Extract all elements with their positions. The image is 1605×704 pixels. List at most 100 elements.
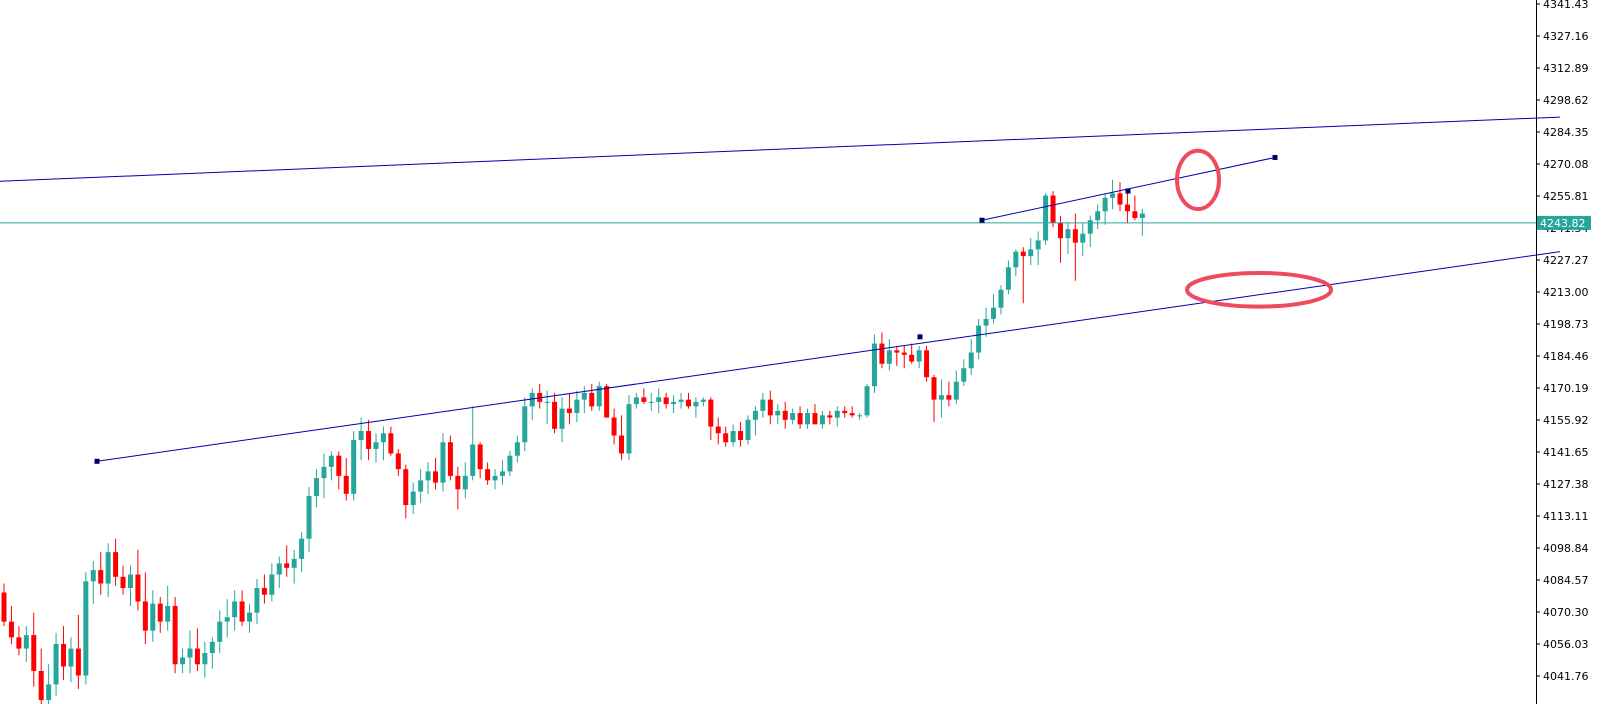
candle-body-bearish bbox=[715, 426, 721, 434]
candle-body-bearish bbox=[343, 475, 349, 494]
y-axis-tick-label: 4098.84 bbox=[1543, 542, 1589, 555]
candle-body-bullish bbox=[358, 431, 364, 441]
candle-body-bullish bbox=[1139, 213, 1145, 218]
candle-body-bearish bbox=[1057, 222, 1063, 239]
candle-body-bullish bbox=[522, 406, 528, 443]
trendline-rising-support bbox=[96, 251, 1561, 462]
candle-body-bearish bbox=[61, 644, 67, 667]
candle-body-bearish bbox=[685, 399, 691, 407]
candle-body-bullish bbox=[351, 440, 357, 494]
candle-body-bearish bbox=[477, 444, 483, 470]
y-axis-tick-label: 4198.73 bbox=[1543, 318, 1589, 331]
candle-body-bearish bbox=[1132, 211, 1138, 218]
candle-body-bullish bbox=[373, 442, 379, 449]
candle-body-bearish bbox=[894, 350, 900, 353]
y-axis-tick-label: 4113.11 bbox=[1543, 510, 1589, 523]
candle-body-bearish bbox=[16, 637, 22, 649]
candle-body-bearish bbox=[1020, 251, 1026, 257]
current-price-tag: 4243.82 bbox=[1537, 215, 1591, 230]
y-axis-tick-label: 4041.76 bbox=[1543, 670, 1589, 683]
candle-body-bullish bbox=[700, 399, 706, 402]
y-axis-tick-label: 4327.16 bbox=[1543, 30, 1589, 43]
candle-body-bearish bbox=[566, 408, 572, 414]
candle-body-bullish bbox=[1043, 195, 1049, 241]
candle-body-bearish bbox=[782, 410, 788, 420]
candle-body-bullish bbox=[998, 289, 1004, 308]
candle-body-bearish bbox=[135, 574, 141, 602]
candle-body-bearish bbox=[767, 399, 773, 416]
candle-body-bearish bbox=[120, 576, 126, 589]
candle-body-bullish bbox=[938, 395, 944, 400]
candle-body-bullish bbox=[68, 648, 74, 667]
y-axis-tick-label: 4227.27 bbox=[1543, 254, 1589, 267]
candle-body-bearish bbox=[611, 417, 617, 436]
candle-body-bearish bbox=[909, 354, 915, 362]
candle-body-bullish bbox=[775, 410, 781, 416]
candle-body-bearish bbox=[98, 570, 104, 584]
candle-body-bullish bbox=[462, 475, 468, 490]
trendline-resistance bbox=[0, 116, 1561, 182]
candle-body-bearish bbox=[663, 397, 669, 405]
candle-body-bearish bbox=[619, 435, 625, 454]
candle-body-bearish bbox=[433, 471, 439, 483]
candle-body-bullish bbox=[180, 657, 186, 665]
candle-body-bullish bbox=[581, 392, 587, 400]
trendline-anchor-point bbox=[94, 458, 100, 464]
candle-body-bullish bbox=[857, 415, 863, 417]
candle-body-bearish bbox=[157, 603, 163, 622]
y-axis-tick-label: 4341.43 bbox=[1543, 0, 1589, 11]
candle-body-bullish bbox=[492, 475, 498, 481]
candle-body-bullish bbox=[671, 401, 677, 405]
candle-body-bullish bbox=[529, 392, 535, 407]
candle-body-bullish bbox=[202, 653, 208, 665]
candle-body-bullish bbox=[53, 644, 59, 685]
candle-body-bullish bbox=[991, 307, 997, 319]
candle-body-bearish bbox=[849, 413, 855, 416]
current-price-background bbox=[1537, 215, 1591, 230]
candle-body-bearish bbox=[589, 392, 595, 407]
y-axis-tick-label: 4027.49 bbox=[1543, 702, 1589, 704]
annotation-ellipse-upper-wick-touch bbox=[1175, 148, 1221, 212]
y-axis-tick-label: 4070.30 bbox=[1543, 606, 1589, 619]
y-axis-tick-label: 4056.03 bbox=[1543, 638, 1589, 651]
candle-body-bullish bbox=[633, 397, 639, 405]
y-axis-tick-label: 4312.89 bbox=[1543, 62, 1589, 75]
candle-body-bullish bbox=[224, 617, 230, 622]
candle-body-bullish bbox=[559, 408, 565, 429]
candle-body-bullish bbox=[730, 431, 736, 443]
candle-body-bullish bbox=[380, 433, 386, 443]
y-axis-tick-label: 4270.08 bbox=[1543, 158, 1589, 171]
candle-body-bullish bbox=[1028, 249, 1034, 257]
candle-body-bearish bbox=[552, 401, 558, 429]
candle-body-bullish bbox=[834, 410, 840, 418]
candle-body-bullish bbox=[254, 588, 260, 613]
candle-body-bullish bbox=[23, 635, 29, 649]
candle-body-bullish bbox=[313, 478, 319, 497]
candle-body-bearish bbox=[842, 410, 848, 414]
candle-body-bullish bbox=[105, 552, 111, 584]
candle-body-bearish bbox=[901, 352, 907, 355]
candle-body-bullish bbox=[574, 399, 580, 414]
candle-body-bearish bbox=[924, 350, 930, 378]
candle-body-bearish bbox=[31, 635, 37, 671]
candle-body-bullish bbox=[470, 444, 476, 476]
candle-body-bullish bbox=[871, 343, 877, 387]
candle-body-bullish bbox=[440, 442, 446, 483]
candle-body-bearish bbox=[113, 552, 119, 577]
candle-body-bullish bbox=[1102, 197, 1108, 212]
trendline-anchor-point bbox=[1125, 188, 1131, 194]
candle-body-bullish bbox=[425, 471, 431, 481]
candle-body-bullish bbox=[752, 410, 758, 420]
candle-body-bearish bbox=[284, 563, 290, 568]
candle-body-bearish bbox=[75, 648, 81, 676]
candle-body-bearish bbox=[827, 415, 833, 418]
trendline-anchor-point bbox=[917, 334, 923, 340]
y-axis-tick-label: 4141.65 bbox=[1543, 446, 1589, 459]
candle-body-bullish bbox=[961, 368, 967, 382]
candle-body-bullish bbox=[418, 480, 424, 492]
candle-body-bullish bbox=[1005, 267, 1011, 290]
candle-body-bearish bbox=[1124, 204, 1130, 212]
candle-body-bullish bbox=[1013, 251, 1019, 268]
candle-body-bearish bbox=[388, 433, 394, 454]
